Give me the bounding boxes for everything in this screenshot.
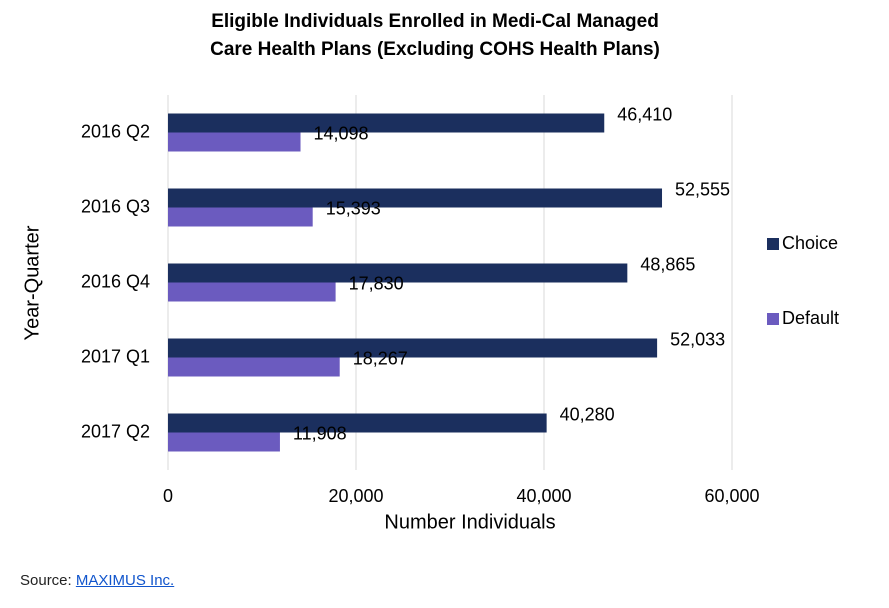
legend-label: Choice (782, 233, 838, 253)
value-label: 40,280 (560, 404, 615, 424)
y-tick-label: 2017 Q2 (81, 421, 150, 441)
bar (168, 282, 336, 302)
y-axis-label: Year-Quarter (21, 225, 43, 340)
value-label: 52,555 (675, 179, 730, 199)
value-label: 15,393 (326, 198, 381, 218)
y-tick-label: 2016 Q4 (81, 271, 150, 291)
value-label: 18,267 (353, 348, 408, 368)
legend-swatch (767, 238, 779, 250)
source-link[interactable]: MAXIMUS Inc. (75, 572, 175, 589)
x-tick-label: 60,000 (704, 486, 759, 506)
chart-title: Care Health Plans (Excluding COHS Health… (210, 39, 660, 60)
bar (168, 132, 301, 152)
source: Source: MAXIMUS Inc. (20, 572, 174, 589)
value-label: 14,098 (314, 123, 369, 143)
chart: Eligible Individuals Enrolled in Medi-Ca… (21, 11, 839, 533)
legend-label: Default (782, 308, 839, 328)
value-label: 48,865 (640, 254, 695, 274)
x-tick-label: 40,000 (516, 486, 571, 506)
value-label: 52,033 (670, 329, 725, 349)
x-tick-label: 0 (163, 486, 173, 506)
y-tick-label: 2016 Q2 (81, 121, 150, 141)
bar (168, 113, 605, 133)
bar (168, 188, 663, 208)
y-tick-label: 2016 Q3 (81, 196, 150, 216)
source-prefix: Source: (20, 572, 72, 589)
legend-swatch (767, 313, 779, 325)
y-tick-label: 2017 Q1 (81, 346, 150, 366)
x-tick-label: 20,000 (328, 486, 383, 506)
bar (168, 432, 280, 452)
bar (168, 338, 658, 358)
bar (168, 357, 340, 377)
value-label: 46,410 (617, 104, 672, 124)
bar (168, 207, 313, 227)
bar (168, 413, 547, 433)
chart-title: Eligible Individuals Enrolled in Medi-Ca… (211, 11, 659, 32)
bar (168, 263, 628, 283)
value-label: 11,908 (293, 423, 347, 443)
x-axis-label: Number Individuals (384, 511, 555, 533)
value-label: 17,830 (349, 273, 404, 293)
